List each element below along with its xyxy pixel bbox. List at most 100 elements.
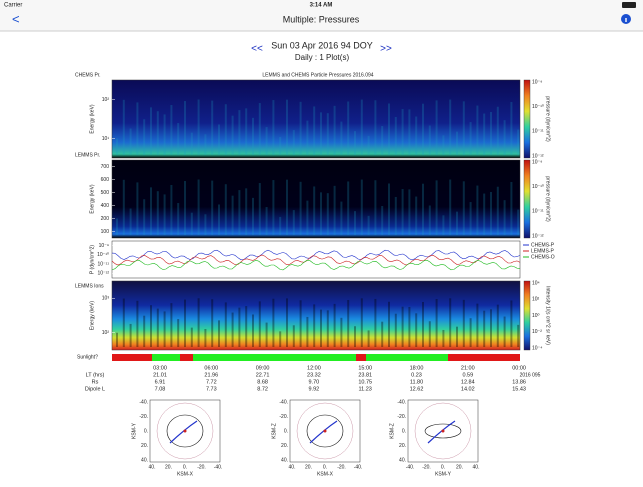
battery [622,2,636,8]
back-button[interactable]: < [12,11,20,26]
colorbar-tick-label: 10⁻² [532,329,542,335]
y-tick-label: 0. [144,428,148,434]
x-axis-label: KSM-X [317,471,334,477]
sunlight-segment [152,354,180,361]
streak [177,123,180,155]
y-tick-label: 10¹ [102,136,110,142]
x-axis-label: KSM-X [177,471,194,477]
x-tick-label: -40. [354,464,363,470]
streak [354,211,356,235]
panel-label: CHEMS Pr. [75,72,101,78]
streak [374,180,377,235]
streak [496,186,499,235]
streak [116,138,118,155]
streak [428,321,431,347]
y-tick-label: -20. [397,414,406,420]
streak [258,301,261,347]
x-tick-label: -40. [214,464,223,470]
streak [340,317,343,347]
streak [224,302,227,347]
orbit-ring [414,402,472,460]
streak [435,180,438,235]
streak [313,186,316,235]
time-tick: 09:00 [256,365,270,371]
streak [313,106,316,155]
streak [320,112,322,155]
legend-label: CHEMS-P [531,242,555,248]
row-label: Dipole L [85,386,105,392]
legend-label: CHEMS-O [531,254,555,260]
colorbar-tick-label: 10⁻¹² [532,233,544,239]
time-tick: 03:00 [153,365,167,371]
sunlight-label: Sunlight? [77,354,98,360]
x-tick-label: 40. [149,464,156,470]
streak [476,105,479,155]
streak [258,103,261,155]
streak [163,114,166,155]
row-value: 0.23 [411,372,422,378]
streak [177,203,180,235]
y-tick-label: 500 [101,190,110,196]
panel [111,240,521,279]
streak [408,306,411,347]
streak [367,135,370,155]
streak [456,326,458,347]
streak [483,113,486,155]
streak [374,100,377,155]
streak [143,119,146,155]
y-tick-label: 40. [141,457,148,463]
streak [347,181,350,235]
streak [184,299,186,347]
streak [394,116,397,155]
y-tick-label: 40. [281,457,288,463]
streak [333,105,336,155]
y-tick-label: 10⁻¹¹ [97,261,109,267]
row-value: 6.91 [155,379,166,385]
streak [129,208,132,235]
streak [320,192,322,235]
row-value: 22.71 [256,372,270,378]
streak [354,131,356,155]
row-value: 11.23 [359,386,372,392]
streak [170,104,173,155]
row-value: 11.80 [410,379,423,385]
streak [306,120,309,155]
streak [129,323,132,347]
row-label: Rs [92,379,99,385]
streak [462,181,465,235]
orbit-ring [166,414,204,448]
streak [204,214,207,235]
streak [435,100,438,155]
x-tick-label: -20. [337,464,346,470]
x-tick-label: 20. [456,464,463,470]
streak [422,183,424,235]
y-tick-label: 200 [101,216,110,222]
colorbar-tick-label: 10⁻⁹ [532,159,542,165]
colorbar-tick-label: 10⁴ [532,280,540,286]
streak [170,303,173,347]
streak [428,205,431,235]
streak [258,183,261,235]
time-tick: 21:00 [461,365,475,371]
streak [456,211,458,235]
streak [286,298,288,347]
streak [449,99,452,155]
planet [183,429,187,433]
row-value: 9.92 [309,386,320,392]
planet [441,429,445,433]
streak [442,329,445,347]
next-button[interactable]: >> [380,44,392,55]
streak [197,99,200,155]
axis-label: P (dyn/cm^2) [89,245,95,275]
streak [116,332,118,347]
streak [163,194,166,235]
streak [136,102,139,155]
y-tick-label: 10⁻¹⁰ [97,252,109,258]
prev-button[interactable]: << [251,44,263,55]
y-axis-label: KSM-Z [389,423,395,439]
legend-label: LEMMS-P [531,248,554,254]
date: Sun 03 Apr 2016 94 DOY [271,40,373,50]
streak [211,299,214,347]
streak [299,101,302,155]
plot-count: Daily : 1 Plot(s) [295,53,350,62]
